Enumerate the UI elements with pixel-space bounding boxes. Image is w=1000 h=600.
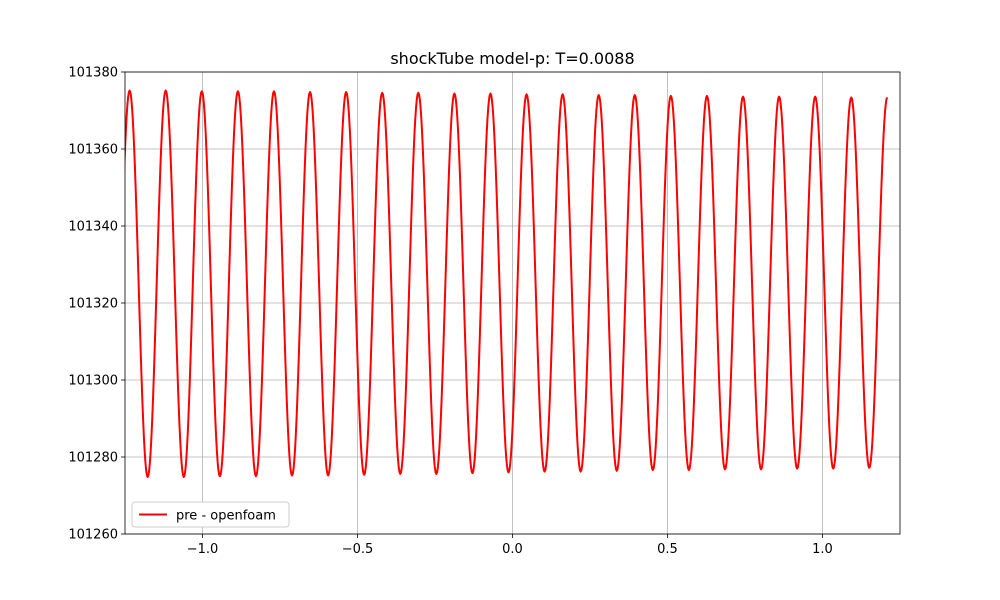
x-tick-label: 0.0 [502,542,523,557]
legend-label: pre - openfoam [176,509,276,524]
legend-box [131,501,290,528]
y-tick-label: 101340 [68,220,118,235]
x-tick-label: −1.0 [187,542,219,557]
axis-ticks: −1.0 −0.5 0.0 0.5 1.0 101260 101280 101300 10132… [68,66,832,558]
x-tick-label: 1.0 [812,542,833,557]
series-layer [125,89,889,479]
series-line [125,89,889,479]
y-tick-label: 101360 [68,143,118,158]
y-tick-label: 101320 [68,297,118,312]
y-tick-label: 101300 [68,374,118,389]
y-tick-label: 101380 [68,66,118,81]
x-tick-label: −0.5 [342,542,374,557]
y-tick-label: 101260 [68,528,118,543]
legend: pre - openfoam [131,501,290,528]
y-tick-label: 101280 [68,451,118,466]
x-tick-label: 0.5 [657,542,678,557]
chart-title: shockTube model-p: T=0.0088 [390,49,634,68]
